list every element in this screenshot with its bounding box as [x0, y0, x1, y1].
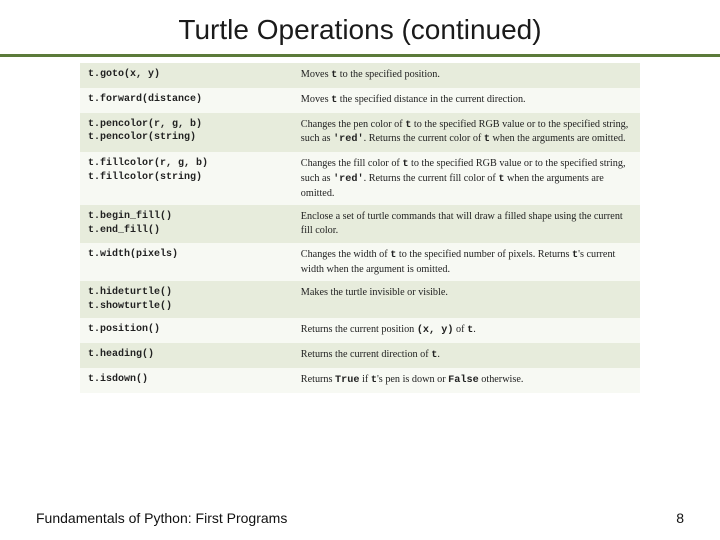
description-cell: Returns True if t's pen is down or False… [293, 368, 640, 393]
operation-cell: t.heading() [80, 343, 293, 368]
code-span: t [431, 350, 437, 361]
table-row: t.width(pixels)Changes the width of t to… [80, 243, 640, 282]
slide-title: Turtle Operations (continued) [0, 14, 720, 46]
code-span: (x, y) [417, 325, 454, 336]
description-cell: Returns the current direction of t. [293, 343, 640, 368]
title-band: Turtle Operations (continued) [0, 0, 720, 52]
operation-cell: t.hideturtle() t.showturtle() [80, 281, 293, 318]
operation-cell: t.begin_fill() t.end_fill() [80, 205, 293, 243]
code-span: t [572, 250, 578, 261]
footer-book-title: Fundamentals of Python: First Programs [36, 510, 287, 526]
code-span: False [448, 375, 479, 386]
description-cell: Changes the pen color of t to the specif… [293, 113, 640, 153]
description-cell: Returns the current position (x, y) of t… [293, 318, 640, 343]
code-span: t [331, 95, 337, 106]
operation-cell: t.pencolor(r, g, b) t.pencolor(string) [80, 113, 293, 153]
table-row: t.pencolor(r, g, b) t.pencolor(string)Ch… [80, 113, 640, 153]
table-row: t.goto(x, y)Moves t to the specified pos… [80, 63, 640, 88]
description-cell: Changes the fill color of t to the speci… [293, 152, 640, 205]
operation-cell: t.goto(x, y) [80, 63, 293, 88]
description-cell: Moves t the specified distance in the cu… [293, 88, 640, 113]
operations-table-wrap: t.goto(x, y)Moves t to the specified pos… [80, 63, 640, 393]
operations-table: t.goto(x, y)Moves t to the specified pos… [80, 63, 640, 393]
operation-cell: t.width(pixels) [80, 243, 293, 282]
operation-cell: t.fillcolor(r, g, b) t.fillcolor(string) [80, 152, 293, 205]
description-cell: Enclose a set of turtle commands that wi… [293, 205, 640, 243]
table-row: t.hideturtle() t.showturtle()Makes the t… [80, 281, 640, 318]
code-span: t [484, 134, 490, 145]
code-span: t [498, 174, 504, 185]
table-row: t.forward(distance)Moves t the specified… [80, 88, 640, 113]
table-row: t.begin_fill() t.end_fill()Enclose a set… [80, 205, 640, 243]
table-row: t.isdown()Returns True if t's pen is dow… [80, 368, 640, 393]
operation-cell: t.isdown() [80, 368, 293, 393]
code-span: t [390, 250, 396, 261]
code-span: t [402, 159, 408, 170]
footer-page-number: 8 [676, 510, 684, 526]
code-span: 'red' [333, 174, 364, 185]
description-cell: Makes the turtle invisible or visible. [293, 281, 640, 318]
code-span: t [467, 325, 473, 336]
accent-line [0, 54, 720, 57]
code-span: 'red' [333, 134, 364, 145]
operation-cell: t.forward(distance) [80, 88, 293, 113]
slide-footer: Fundamentals of Python: First Programs 8 [0, 510, 720, 526]
table-row: t.heading()Returns the current direction… [80, 343, 640, 368]
code-span: t [331, 70, 337, 81]
operation-cell: t.position() [80, 318, 293, 343]
table-row: t.fillcolor(r, g, b) t.fillcolor(string)… [80, 152, 640, 205]
code-span: t [405, 120, 411, 131]
code-span: True [335, 375, 359, 386]
code-span: t [371, 375, 377, 386]
table-row: t.position()Returns the current position… [80, 318, 640, 343]
description-cell: Moves t to the specified position. [293, 63, 640, 88]
description-cell: Changes the width of t to the specified … [293, 243, 640, 282]
